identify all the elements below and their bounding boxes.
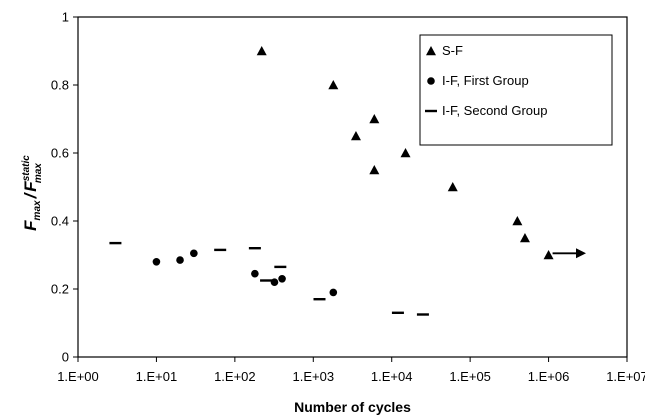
- legend-marker-1: [426, 46, 436, 56]
- data-point-series-3: [416, 313, 429, 316]
- y-label-main-2: F: [21, 181, 40, 192]
- data-point-series-1: [447, 182, 458, 192]
- arrow-head: [575, 248, 586, 259]
- y-axis-label: Fmax/Fstaticmax: [21, 155, 44, 231]
- svg-text:Fmax/Fstaticmax: Fmax/Fstaticmax: [21, 155, 44, 231]
- x-tick-label: 1.E+05: [449, 369, 491, 384]
- legend-marker-2: [427, 77, 435, 85]
- annotations: [552, 248, 586, 259]
- data-point-series-2: [278, 275, 286, 283]
- data-point-series-3: [109, 241, 122, 245]
- data-point-series-1: [256, 46, 267, 56]
- x-tick-label: 1.E+00: [57, 369, 99, 384]
- x-tick-label: 1.E+03: [292, 369, 334, 384]
- data-point-series-1: [369, 114, 380, 124]
- data-point-series-3: [313, 298, 326, 301]
- x-tick-label: 1.E+06: [528, 369, 570, 384]
- data-point-series-1: [350, 131, 361, 141]
- data-point-series-1: [519, 233, 530, 243]
- legend-marker-3: [425, 109, 437, 113]
- data-point-series-2: [270, 278, 279, 287]
- y-tick-label: 1: [62, 10, 69, 25]
- data-point-series-3: [274, 265, 287, 269]
- data-point-series-2: [152, 258, 161, 266]
- x-tick-label: 1.E+07: [606, 369, 645, 384]
- y-label-sup-2: static: [21, 155, 32, 182]
- y-tick-label: 0.8: [51, 78, 69, 93]
- y-label-separator: /: [21, 191, 40, 199]
- x-axis-label: Number of cycles: [294, 399, 411, 415]
- legend: S-F I-F, First Group I-F, Second Group: [419, 34, 613, 146]
- data-point-series-1: [543, 250, 554, 260]
- y-label-sub-1: max: [32, 200, 43, 220]
- y-axis: 0 0.2 0.4 0.6 0.8 1: [51, 10, 78, 365]
- data-point-series-3: [214, 248, 227, 252]
- data-point-series-2: [176, 256, 184, 264]
- x-axis: 1.E+00 1.E+01 1.E+02 1.E+03 1.E+04 1.E+05 1.E+…: [57, 357, 645, 384]
- data-point-series-3: [391, 311, 404, 314]
- y-tick-label: 0.2: [51, 282, 69, 297]
- legend-label-3: I-F, Second Group: [442, 103, 548, 118]
- x-tick-label: 1.E+04: [371, 369, 413, 384]
- data-point-series-1: [328, 80, 339, 90]
- data-point-series-2: [329, 288, 338, 297]
- y-label-main-1: F: [21, 220, 40, 231]
- data-points: [109, 46, 554, 316]
- y-label-sub-2: max: [33, 163, 44, 183]
- legend-box: [419, 34, 613, 146]
- data-point-series-1: [369, 165, 380, 175]
- data-point-series-1: [512, 216, 523, 226]
- legend-label-1: S-F: [442, 43, 463, 58]
- data-point-series-2: [190, 249, 198, 258]
- data-point-series-3: [248, 247, 261, 250]
- y-tick-label: 0.6: [51, 146, 69, 161]
- y-tick-label: 0: [62, 350, 69, 365]
- x-tick-label: 1.E+01: [136, 369, 178, 384]
- data-point-series-1: [400, 148, 411, 158]
- x-tick-label: 1.E+02: [214, 369, 256, 384]
- data-point-series-3: [260, 279, 273, 282]
- y-tick-label: 0.4: [51, 214, 69, 229]
- data-point-series-2: [251, 269, 259, 278]
- legend-label-2: I-F, First Group: [442, 73, 529, 88]
